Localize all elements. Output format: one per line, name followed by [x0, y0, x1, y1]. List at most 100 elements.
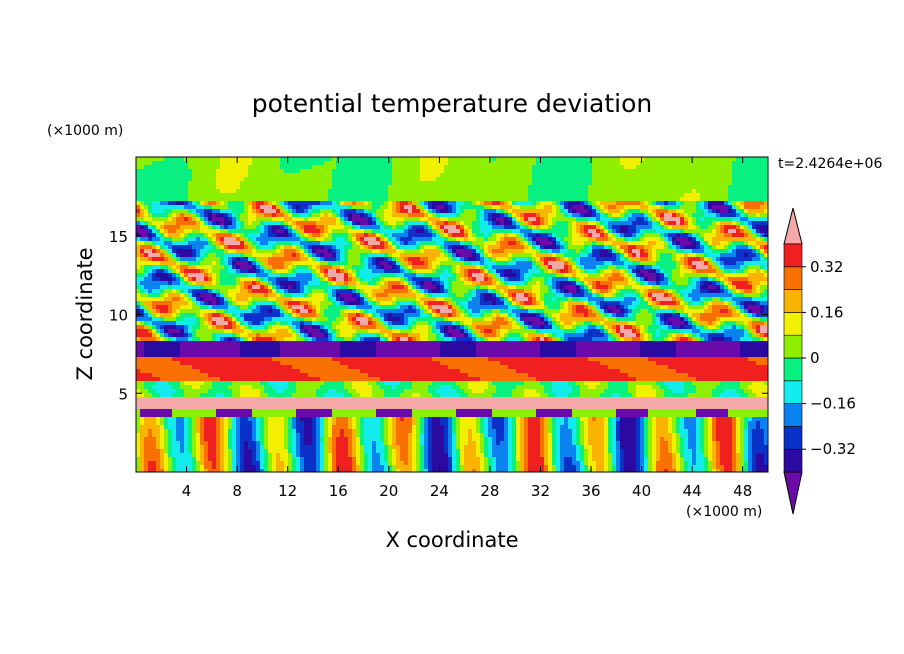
contour-cell [584, 273, 589, 278]
contour-cell [400, 277, 405, 282]
contour-cell [460, 237, 465, 242]
contour-cell [308, 213, 313, 218]
contour-cell [504, 165, 509, 170]
contour-cell [180, 277, 185, 282]
contour-cell [196, 209, 201, 214]
contour-cell [732, 269, 737, 274]
contour-cell [740, 249, 745, 254]
contour-cell [200, 209, 205, 214]
contour-cell [712, 189, 717, 194]
contour-cell [608, 265, 613, 270]
contour-cell [684, 265, 689, 270]
contour-cell [448, 161, 453, 166]
contour-cell [284, 221, 289, 226]
contour-cell [696, 161, 701, 166]
contour-cell [292, 189, 297, 194]
contour-cell [748, 209, 753, 214]
contour-cell [424, 161, 429, 166]
contour-cell [604, 185, 609, 190]
contour-cell [468, 269, 473, 274]
contour-cell [228, 201, 233, 206]
contour-cell [336, 245, 341, 250]
contour-cell [564, 229, 569, 234]
contour-cell [232, 229, 237, 234]
contour-cell [352, 189, 357, 194]
contour-cell [276, 273, 281, 278]
contour-cell [276, 209, 281, 214]
contour-cell [176, 165, 181, 170]
contour-cell [380, 185, 385, 190]
contour-cell [184, 209, 189, 214]
contour-cell [340, 225, 345, 230]
contour-cell [624, 205, 629, 210]
contour-cell [416, 181, 421, 186]
contour-cell [704, 201, 709, 206]
contour-cell [168, 205, 173, 210]
contour-cell [344, 269, 349, 274]
contour-cell [712, 169, 717, 174]
contour-cell [224, 249, 229, 254]
contour-cell [296, 257, 301, 262]
contour-cell [748, 173, 753, 178]
contour-cell [560, 169, 565, 174]
contour-cell [600, 205, 605, 210]
contour-cell [604, 157, 609, 162]
contour-cell [672, 205, 677, 210]
contour-cell [160, 261, 165, 266]
contour-cell [168, 201, 173, 206]
contour-cell [452, 193, 457, 198]
contour-cell [412, 205, 417, 210]
contour-cell [556, 277, 561, 282]
contour-cell [596, 177, 601, 182]
contour-cell [380, 249, 385, 254]
contour-cell [504, 201, 509, 206]
contour-cell [328, 165, 333, 170]
contour-cell [708, 261, 713, 266]
contour-cell [756, 265, 761, 270]
contour-cell [568, 229, 573, 234]
contour-cell [508, 165, 513, 170]
contour-cell [440, 161, 445, 166]
contour-cell [244, 253, 249, 258]
contour-cell [152, 181, 157, 186]
contour-cell [172, 189, 177, 194]
contour-cell [708, 269, 713, 274]
contour-cell [608, 261, 613, 266]
contour-cell [548, 173, 553, 178]
contour-cell [760, 161, 765, 166]
contour-cell [524, 209, 529, 214]
contour-cell [432, 177, 437, 182]
contour-cell [548, 193, 553, 198]
contour-cell [692, 209, 697, 214]
contour-cell [196, 277, 201, 282]
contour-cell [160, 253, 165, 258]
contour-cell [728, 177, 733, 182]
contour-cell [668, 197, 673, 202]
contour-cell [624, 257, 629, 262]
contour-cell [728, 245, 733, 250]
contour-cell [496, 233, 501, 238]
contour-cell [748, 221, 753, 226]
contour-cell [248, 197, 253, 202]
contour-cell [368, 229, 373, 234]
contour-cell [192, 281, 197, 286]
contour-cell [212, 185, 217, 190]
contour-cell [172, 265, 177, 270]
contour-cell [632, 253, 637, 258]
contour-cell [320, 241, 325, 246]
contour-cell [148, 273, 153, 278]
contour-cell [236, 245, 241, 250]
contour-cell [400, 189, 405, 194]
contour-cell [204, 269, 209, 274]
contour-cell [528, 157, 533, 162]
contour-cell [632, 241, 637, 246]
contour-cell [600, 225, 605, 230]
contour-cell [280, 229, 285, 234]
contour-cell [628, 217, 633, 222]
contour-cell [644, 209, 649, 214]
contour-cell [156, 241, 161, 246]
contour-cell [180, 253, 185, 258]
contour-cell [496, 177, 501, 182]
contour-cell [732, 217, 737, 222]
contour-cell [720, 269, 725, 274]
